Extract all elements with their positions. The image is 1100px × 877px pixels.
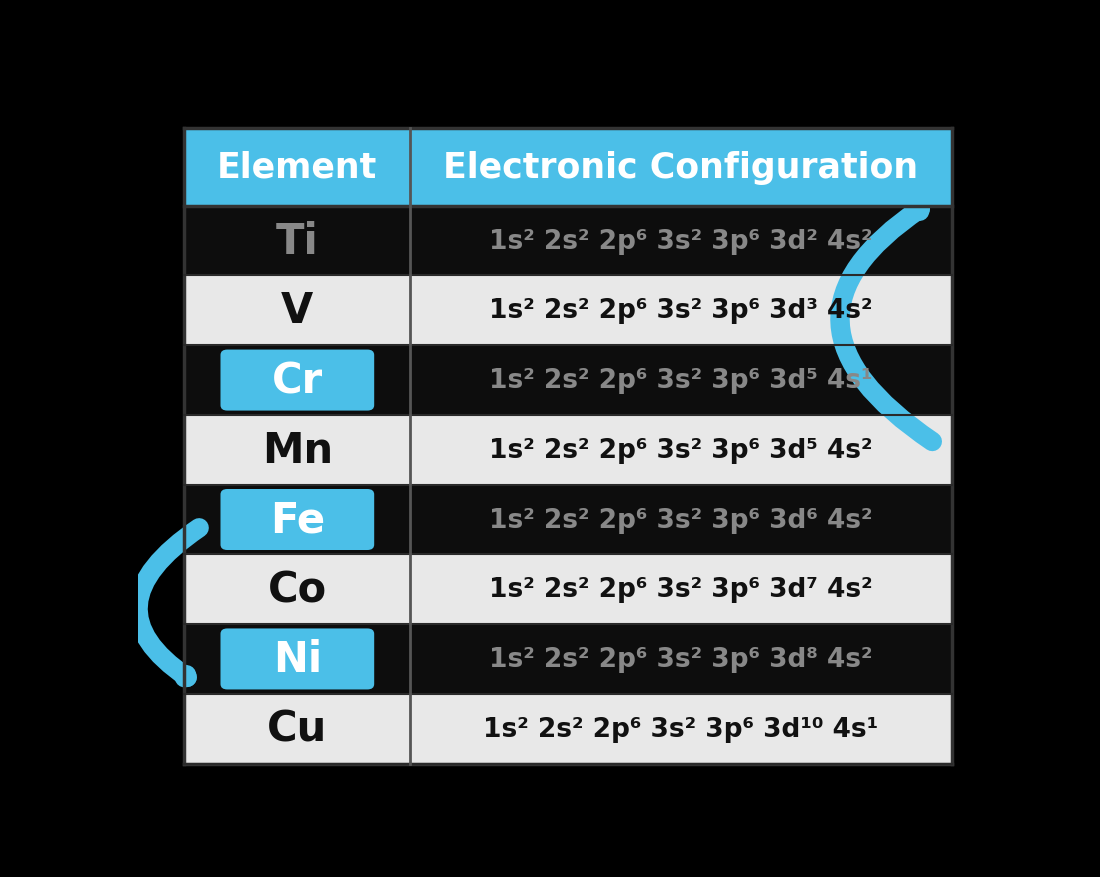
FancyBboxPatch shape bbox=[220, 489, 374, 551]
Text: Fe: Fe bbox=[270, 499, 324, 541]
Text: Ni: Ni bbox=[273, 638, 322, 681]
Text: 1s² 2s² 2p⁶ 3s² 3p⁶ 3d⁵ 4s²: 1s² 2s² 2p⁶ 3s² 3p⁶ 3d⁵ 4s² bbox=[490, 438, 872, 463]
Bar bbox=[185, 276, 952, 346]
Bar bbox=[185, 207, 952, 276]
Text: Ti: Ti bbox=[276, 220, 319, 262]
Bar bbox=[185, 416, 952, 485]
Text: 1s² 2s² 2p⁶ 3s² 3p⁶ 3d⁶ 4s²: 1s² 2s² 2p⁶ 3s² 3p⁶ 3d⁶ 4s² bbox=[490, 507, 872, 533]
Text: Electronic Configuration: Electronic Configuration bbox=[443, 151, 918, 185]
Text: Cr: Cr bbox=[272, 360, 323, 402]
Bar bbox=[185, 129, 952, 207]
Text: Cu: Cu bbox=[267, 708, 328, 750]
Text: 1s² 2s² 2p⁶ 3s² 3p⁶ 3d³ 4s²: 1s² 2s² 2p⁶ 3s² 3p⁶ 3d³ 4s² bbox=[490, 298, 872, 324]
Text: 1s² 2s² 2p⁶ 3s² 3p⁶ 3d⁷ 4s²: 1s² 2s² 2p⁶ 3s² 3p⁶ 3d⁷ 4s² bbox=[490, 576, 872, 602]
Bar bbox=[185, 624, 952, 694]
FancyBboxPatch shape bbox=[220, 350, 374, 411]
Text: Element: Element bbox=[217, 151, 377, 185]
FancyArrowPatch shape bbox=[840, 209, 933, 442]
Text: 1s² 2s² 2p⁶ 3s² 3p⁶ 3d² 4s²: 1s² 2s² 2p⁶ 3s² 3p⁶ 3d² 4s² bbox=[490, 228, 872, 254]
Bar bbox=[185, 485, 952, 555]
Text: Co: Co bbox=[267, 568, 327, 610]
Text: 1s² 2s² 2p⁶ 3s² 3p⁶ 3d⁸ 4s²: 1s² 2s² 2p⁶ 3s² 3p⁶ 3d⁸ 4s² bbox=[490, 646, 872, 672]
Text: 1s² 2s² 2p⁶ 3s² 3p⁶ 3d¹⁰ 4s¹: 1s² 2s² 2p⁶ 3s² 3p⁶ 3d¹⁰ 4s¹ bbox=[483, 716, 879, 742]
Bar bbox=[185, 346, 952, 416]
Text: 1s² 2s² 2p⁶ 3s² 3p⁶ 3d⁵ 4s¹: 1s² 2s² 2p⁶ 3s² 3p⁶ 3d⁵ 4s¹ bbox=[490, 367, 872, 394]
FancyArrowPatch shape bbox=[138, 528, 199, 678]
Bar bbox=[185, 555, 952, 624]
FancyBboxPatch shape bbox=[220, 629, 374, 689]
Text: Mn: Mn bbox=[262, 430, 333, 471]
Bar bbox=[185, 694, 952, 764]
Text: V: V bbox=[282, 290, 314, 332]
